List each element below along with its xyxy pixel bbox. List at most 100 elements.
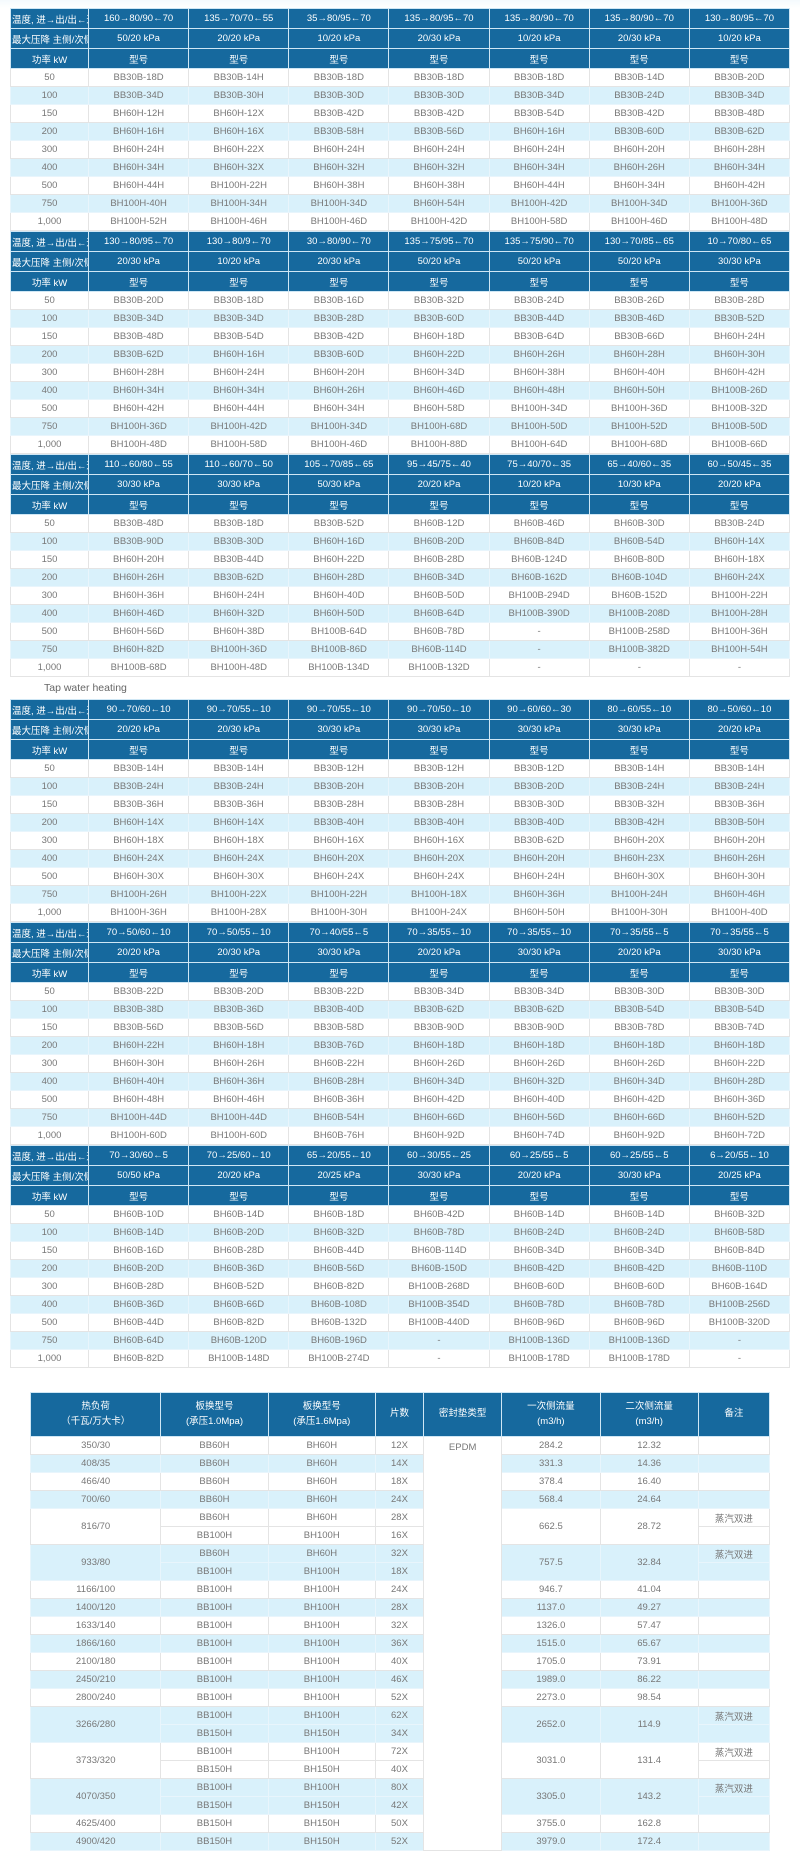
model-cell: BB30B-20H	[388, 777, 490, 796]
model-cell: BH100H-48D	[87, 435, 190, 454]
model-cell: BH60H-24X	[87, 849, 190, 868]
model-cell: BH60H-44H	[488, 176, 590, 195]
temperature-value: 135→75/95←70	[388, 231, 490, 252]
model-cell: BH60B-114D	[388, 1241, 490, 1260]
model-cell: BB30B-58D	[288, 1018, 390, 1037]
model-cell: BH60H-22D	[388, 345, 490, 364]
model-cell: BH60B-84D	[488, 532, 590, 551]
temperature-value: 135→80/95←70	[388, 8, 490, 29]
selection-data-row: 350/30 BB60H BH60H 12X EPDM 284.2 12.32	[29, 1436, 771, 1851]
model-cell: BH60H-58D	[388, 399, 490, 418]
secondary-flow-value: 41.04	[599, 1580, 699, 1599]
model-cell: BH60H-92D	[388, 1126, 490, 1145]
spec-data-row: 750 BH60B-64D BH60B-120D BH60B-196D - BH100B-…	[10, 1331, 791, 1350]
pressure-value: 10/20 kPa	[488, 28, 590, 49]
selection-data-row: 2100/180 BB100H BH100H 40X 1705.0 73.91	[29, 1652, 771, 1671]
primary-flow-value: 2652.0	[501, 1706, 601, 1743]
plate-count-cell: 80X	[374, 1778, 425, 1797]
remark-cell	[697, 1490, 771, 1509]
model-cell: BH60B-34D	[388, 568, 490, 587]
model-cell: BH60H-32D	[488, 1072, 590, 1091]
model-header: 型号	[688, 271, 791, 292]
model-cell: BH60H-34H	[488, 158, 590, 177]
primary-flow-value: 2273.0	[501, 1688, 601, 1707]
spec-data-row: 100 BB30B-90D BB30B-30D BH60H-16D BH60B-20D B…	[10, 532, 791, 551]
model-cell: BB30B-30H	[188, 86, 290, 105]
model-header-row: 功率 kW 型号 型号 型号 型号 型号 型号 型号	[10, 494, 791, 515]
model-cell: BH60H-24H	[288, 140, 390, 159]
model-cell: BH100B-258D	[588, 622, 690, 641]
model-header: 型号	[488, 962, 590, 983]
heat-load-value: 466/40	[29, 1472, 162, 1491]
power-value: 300	[10, 586, 89, 605]
model-cell: BH100H-46D	[588, 212, 690, 231]
model-cell: BH60B-20D	[388, 532, 490, 551]
selection-data-row: 3733/320 BB100H BH100H 72X 3031.0 131.4 蒸汽双进	[29, 1742, 771, 1779]
model-cell: BH60H-20H	[588, 140, 690, 159]
model-cell: BH60H-26D	[588, 1054, 690, 1073]
model-1_0mpa-cell: BB150H	[160, 1814, 269, 1833]
model-1_6mpa-cell: BH150H	[267, 1724, 376, 1743]
model-1_6mpa-cell: BH60H	[267, 1508, 376, 1527]
temperature-value: 110→60/70←50	[188, 454, 290, 475]
plate-count-cell: 32X	[374, 1544, 425, 1563]
power-value: 50	[10, 759, 89, 778]
power-value: 750	[10, 885, 89, 904]
temperature-value: 135→80/90←70	[588, 8, 690, 29]
model-cell: BB30B-40H	[288, 813, 390, 832]
pressure-value: 30/30 kPa	[588, 1165, 690, 1186]
model-cell: BH60B-60D	[588, 1277, 690, 1296]
model-cell: BH60H-32D	[188, 604, 290, 623]
primary-flow-value: 378.4	[501, 1472, 601, 1491]
model-cell: BH100H-68D	[388, 417, 490, 436]
power-value: 300	[10, 363, 89, 382]
model-cell: BB30B-24D	[588, 86, 690, 105]
temperature-value: 70→50/55←10	[188, 922, 290, 943]
model-cell: BB30B-74D	[688, 1018, 791, 1037]
primary-flow-value: 3031.0	[501, 1742, 601, 1779]
model-header: 型号	[188, 962, 290, 983]
spec-data-row: 400 BH60H-46D BH60H-32D BH60H-50D BH60B-64D B…	[10, 604, 791, 623]
spec-data-row: 300 BH60B-28D BH60B-52D BH60B-82D BH100B-268…	[10, 1277, 791, 1296]
model-cell: BB30B-30D	[388, 86, 490, 105]
model-header: 型号	[588, 962, 690, 983]
selection-data-row: 466/40 BB60H BH60H 18X 378.4 16.40	[29, 1472, 771, 1491]
model-cell: BH60B-22H	[288, 1054, 390, 1073]
pressure-value: 20/20 kPa	[188, 28, 290, 49]
pressure-value: 10/20 kPa	[288, 28, 390, 49]
model-cell: BH60B-36H	[288, 1090, 390, 1109]
power-value: 50	[10, 982, 89, 1001]
model-cell: BH100H-24X	[388, 903, 490, 922]
model-cell: BH60H-34D	[388, 363, 490, 382]
model-cell: BH60H-42D	[588, 1090, 690, 1109]
model-cell: BH100H-46D	[288, 435, 390, 454]
pressure-value: 30/30 kPa	[87, 474, 190, 495]
spec-data-row: 150 BH60H-20H BB30B-44D BH60H-22D BH60B-28D B…	[10, 550, 791, 569]
model-cell: BB30B-14H	[188, 68, 290, 87]
power-value: 1,000	[10, 1349, 89, 1368]
temperature-label: 温度, 进→出/出←进	[10, 699, 89, 720]
temperature-value: 60→50/45←35	[688, 454, 791, 475]
model-cell: BH60B-150D	[388, 1259, 490, 1278]
model-cell: BH60B-78D	[388, 622, 490, 641]
model-1_6mpa-cell: BH100H	[267, 1634, 376, 1653]
spec-data-row: 50 BH60B-10D BH60B-14D BH60B-18D BH60B-42D BH…	[10, 1205, 791, 1224]
power-value: 100	[10, 532, 89, 551]
remark-cell	[697, 1724, 771, 1743]
remark-cell	[697, 1436, 771, 1455]
pressure-value: 20/20 kPa	[688, 474, 791, 495]
selection-data-row: 1866/160 BB100H BH100H 36X 1515.0 65.67	[29, 1634, 771, 1653]
model-cell: BB30B-42D	[288, 104, 390, 123]
model-cell: BH60B-78D	[388, 1223, 490, 1242]
model-cell: BB30B-78D	[588, 1018, 690, 1037]
model-cell: BH60B-110D	[688, 1259, 791, 1278]
power-value: 300	[10, 831, 89, 850]
model-cell: BB30B-36H	[688, 795, 791, 814]
model-cell: BB30B-38D	[87, 1000, 190, 1019]
selection-header-row: 热负荷 （千瓦/万大卡） 板换型号 (承压1.0Mpa) 板换型号 (承压1.6Mpa) 片…	[29, 1392, 771, 1437]
temperature-value: 70→35/55←5	[588, 922, 690, 943]
temperature-value: 135→70/70←55	[188, 8, 290, 29]
power-value: 50	[10, 514, 89, 533]
model-cell: BB30B-28H	[288, 795, 390, 814]
model-header: 型号	[87, 494, 190, 515]
